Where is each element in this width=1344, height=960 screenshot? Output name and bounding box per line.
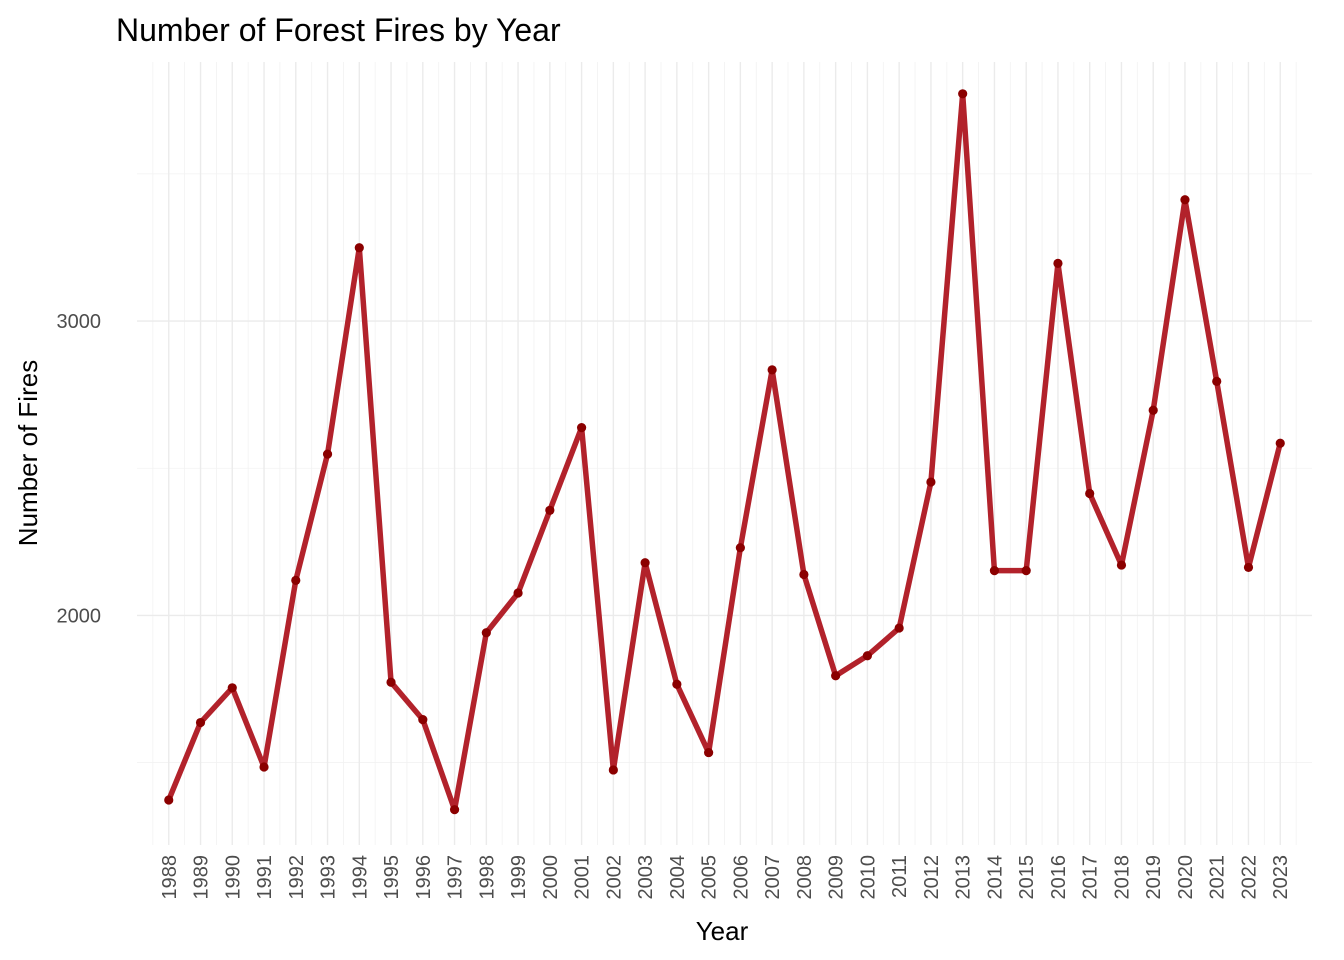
x-tick-label: 1988 (159, 855, 181, 900)
data-point (449, 805, 460, 815)
x-tick-label: 1993 (318, 855, 340, 900)
data-point (640, 558, 650, 568)
x-tick-label: 2009 (826, 855, 848, 900)
x-tick-label: 2014 (984, 855, 1006, 900)
chart-title: Number of Forest Fires by Year (116, 12, 561, 48)
x-tick-label: 1990 (222, 855, 244, 900)
x-tick-label: 1995 (381, 855, 403, 900)
grid-layer (137, 62, 1312, 845)
x-tick-label: 2018 (1111, 855, 1133, 900)
x-tick-label: 2005 (699, 855, 721, 900)
x-tick-label: 2012 (921, 855, 943, 900)
data-point (386, 677, 396, 687)
data-point (481, 628, 491, 638)
x-tick-label: 2013 (953, 855, 975, 900)
data-point (831, 671, 841, 681)
x-tick-label: 2008 (794, 855, 816, 900)
x-tick-label: 2019 (1143, 855, 1165, 900)
y-axis-title: Number of Fires (13, 360, 43, 546)
data-point (1085, 488, 1095, 499)
x-tick-label: 2020 (1175, 855, 1197, 900)
x-tick-label: 2001 (572, 855, 594, 900)
data-point (1180, 195, 1190, 205)
x-tick-label: 1998 (476, 855, 498, 900)
x-tick-label: 2003 (635, 855, 657, 900)
x-tick-label: 2022 (1238, 855, 1260, 900)
data-point (767, 365, 777, 375)
data-point (576, 422, 587, 433)
axis-layer: 2000 3000 1988 1989 1990 1991 1992 1993 1994 1995… (57, 311, 1293, 899)
data-point (1021, 566, 1031, 576)
x-tick-label: 2015 (1016, 855, 1038, 900)
data-point (608, 765, 618, 775)
x-tick-label: 1997 (445, 855, 467, 900)
data-point (672, 679, 682, 689)
series-layer (164, 89, 1285, 815)
data-point (1053, 258, 1063, 268)
data-point (1148, 405, 1158, 415)
y-tick-label: 2000 (57, 605, 102, 627)
y-tick-label: 3000 (57, 311, 102, 333)
x-tick-label: 2016 (1048, 855, 1070, 900)
data-point (291, 575, 301, 585)
data-point (1116, 560, 1127, 570)
x-tick-label: 1999 (508, 855, 530, 900)
x-axis-title: Year (696, 916, 749, 946)
data-point (735, 543, 745, 553)
x-tick-label: 2023 (1270, 855, 1292, 900)
x-tick-label: 2006 (730, 855, 752, 900)
x-tick-label: 1996 (413, 855, 435, 900)
data-point (322, 449, 333, 459)
x-tick-label: 2011 (889, 855, 911, 898)
data-point (164, 795, 174, 805)
data-point (418, 715, 428, 725)
data-point (989, 566, 1000, 576)
data-point (958, 89, 968, 99)
data-point (704, 747, 714, 758)
x-tick-label: 2002 (603, 855, 625, 900)
x-tick-label: 1992 (286, 855, 308, 900)
data-point (1243, 562, 1254, 573)
x-tick-label: 2004 (667, 855, 689, 900)
x-tick-label: 2021 (1207, 855, 1229, 900)
x-tick-label: 1989 (191, 855, 213, 900)
data-point (259, 762, 269, 772)
data-point (195, 717, 206, 728)
x-tick-label: 2017 (1080, 855, 1102, 900)
x-tick-label: 2010 (857, 855, 879, 900)
x-tick-label: 2007 (762, 855, 784, 900)
data-point (1212, 376, 1222, 386)
x-tick-label: 2000 (540, 855, 562, 900)
data-point (799, 569, 809, 580)
data-point (862, 651, 873, 661)
series-line (166, 91, 1283, 813)
data-point (227, 683, 237, 693)
x-tick-label: 1991 (254, 855, 276, 900)
data-point (513, 588, 523, 598)
x-tick-label: 1994 (349, 855, 371, 900)
data-point (545, 505, 555, 515)
data-point (926, 477, 936, 487)
data-point (1275, 438, 1285, 448)
data-point (354, 243, 364, 253)
data-point (894, 623, 904, 633)
